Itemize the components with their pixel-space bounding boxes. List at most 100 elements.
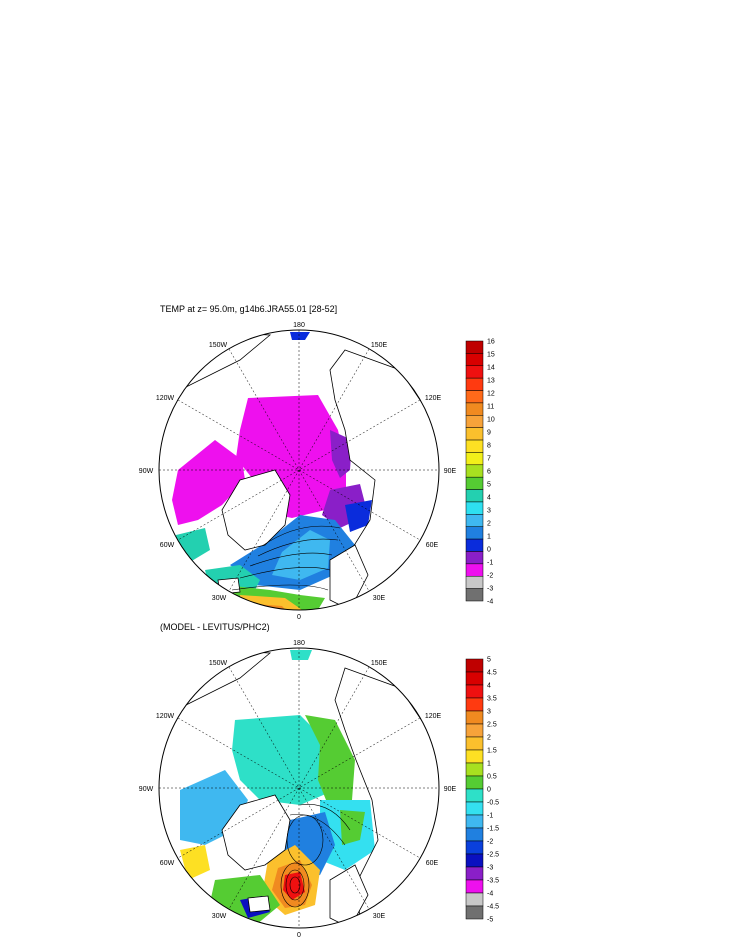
colorbar-tick-label: 15	[487, 352, 495, 359]
lon-label: 150E	[371, 660, 388, 667]
colorbar-difference: 5 4.5 4 3.5 3 2.5 2 1.5 1 0.5 0 -0.5 -1 -1.5 -2 -2.5 -3 -…	[465, 657, 499, 924]
colorbar-tick-label: 3	[487, 709, 491, 716]
lon-label: 120E	[425, 395, 442, 402]
lon-label: 150W	[209, 660, 228, 667]
colorbar-tick-label: -3.5	[487, 878, 499, 885]
map-temperature: 180 150E 120E 90E 60E 30E 0 30W 60W 90W …	[139, 322, 457, 621]
lon-label: 0	[297, 614, 301, 621]
colorbar-tick-label: -1	[487, 813, 493, 820]
colorbar-swatch	[465, 736, 484, 751]
colorbar-tick-label: 4	[487, 495, 491, 502]
land-scandinavia	[329, 864, 369, 928]
lon-label: 180	[293, 322, 305, 329]
colorbar-swatch	[465, 671, 484, 686]
field-eastern-green	[305, 715, 355, 810]
colorbar-swatch	[465, 415, 484, 428]
colorbar-swatch	[465, 801, 484, 816]
colorbar-tick-label: 0	[487, 547, 491, 554]
lon-label: 60E	[426, 860, 439, 867]
colorbar-swatch	[465, 788, 484, 803]
lon-label: 180	[293, 640, 305, 647]
colorbar-swatch	[465, 427, 484, 441]
field-labrador-yellow	[180, 845, 210, 880]
colorbar-swatch	[465, 684, 484, 699]
field-warm-3	[283, 872, 305, 900]
colorbar-swatch	[465, 723, 484, 738]
colorbar-swatch	[465, 588, 484, 602]
colorbar-swatch	[465, 749, 484, 764]
map-boundary-1	[158, 329, 440, 611]
panel-1-title: TEMP at z= 95.0m, g14b6.JRA55.01 [28-52]	[160, 304, 338, 314]
colorbar-swatch	[465, 390, 484, 404]
colorbar-swatch	[465, 775, 484, 790]
colorbar-tick-label: -5	[487, 917, 493, 924]
colorbar-swatch	[465, 439, 484, 453]
contours-difference	[280, 803, 351, 908]
colorbar-swatch	[465, 866, 484, 881]
lon-label: 30W	[212, 913, 227, 920]
colorbar-swatch	[465, 827, 484, 842]
colorbar-tick-label: 9	[487, 430, 491, 437]
colorbar-swatch	[465, 476, 484, 490]
field-barents-green	[340, 810, 365, 845]
colorbar-tick-label: 10	[487, 417, 495, 424]
map-difference: 180 150E 120E 90E 60E 30E 0 30W 60W 90W …	[139, 640, 457, 939]
colorbar-tick-label: -2.5	[487, 852, 499, 859]
map-boundary-2	[158, 647, 440, 929]
colorbar-tick-label: 8	[487, 443, 491, 450]
colorbar-tick-label: 0.5	[487, 774, 497, 781]
field-archipelago	[172, 440, 245, 525]
colorbar-tick-label: -0.5	[487, 800, 499, 807]
colorbar-tick-label: 12	[487, 391, 495, 398]
lon-label: 90W	[139, 786, 154, 793]
graticule-1	[159, 330, 439, 610]
land-scandinavia	[329, 544, 369, 610]
lon-label: 90W	[139, 468, 154, 475]
colorbar-swatch	[465, 526, 484, 540]
lon-label: 60W	[160, 542, 175, 549]
lon-label: 60E	[426, 542, 439, 549]
lon-label: 90E	[444, 786, 457, 793]
field-bering	[290, 332, 310, 340]
colorbar-swatch	[465, 353, 484, 367]
colorbar-swatch	[465, 658, 484, 673]
colorbar-swatch	[465, 514, 484, 527]
colorbar-swatch	[465, 377, 484, 391]
colorbar-swatch	[465, 452, 484, 466]
colorbar-tick-label: 4	[487, 683, 491, 690]
field-kara	[330, 430, 352, 478]
lon-label: 60W	[160, 860, 175, 867]
colorbar-swatch	[465, 551, 484, 565]
colorbar-tick-label: -2	[487, 839, 493, 846]
colorbar-swatch	[465, 501, 484, 515]
colorbar-tick-label: 1	[487, 534, 491, 541]
colorbar-tick-label: 1.5	[487, 748, 497, 755]
colorbar-swatch	[465, 340, 484, 354]
colorbar-tick-label: 2.5	[487, 722, 497, 729]
colorbar-tick-label: 1	[487, 761, 491, 768]
lon-label: 30E	[373, 595, 386, 602]
colorbar-tick-label: -2	[487, 573, 493, 580]
lon-label: 120E	[425, 713, 442, 720]
field-barents-blue	[345, 500, 372, 532]
colorbar-swatch	[465, 892, 484, 907]
colorbar-swatch	[465, 575, 484, 589]
colorbar-swatch	[465, 489, 484, 503]
colorbar-tick-label: 11	[487, 404, 494, 411]
colorbar-tick-label: 3	[487, 508, 491, 515]
lon-label: 30E	[373, 913, 386, 920]
colorbar-tick-label: 7	[487, 456, 491, 463]
colorbar-tick-label: 16	[487, 339, 495, 346]
land-iceland	[247, 895, 271, 913]
colorbar-swatch	[465, 879, 484, 894]
colorbar-swatch	[465, 563, 484, 577]
colorbar-tick-label: -4	[487, 891, 493, 898]
lon-label: 30W	[212, 595, 227, 602]
colorbar-tick-label: -3	[487, 586, 493, 593]
land-greenland	[221, 794, 291, 871]
colorbar-swatch	[465, 538, 484, 552]
field-central-cyan	[232, 715, 335, 805]
lon-label: 150W	[209, 342, 228, 349]
